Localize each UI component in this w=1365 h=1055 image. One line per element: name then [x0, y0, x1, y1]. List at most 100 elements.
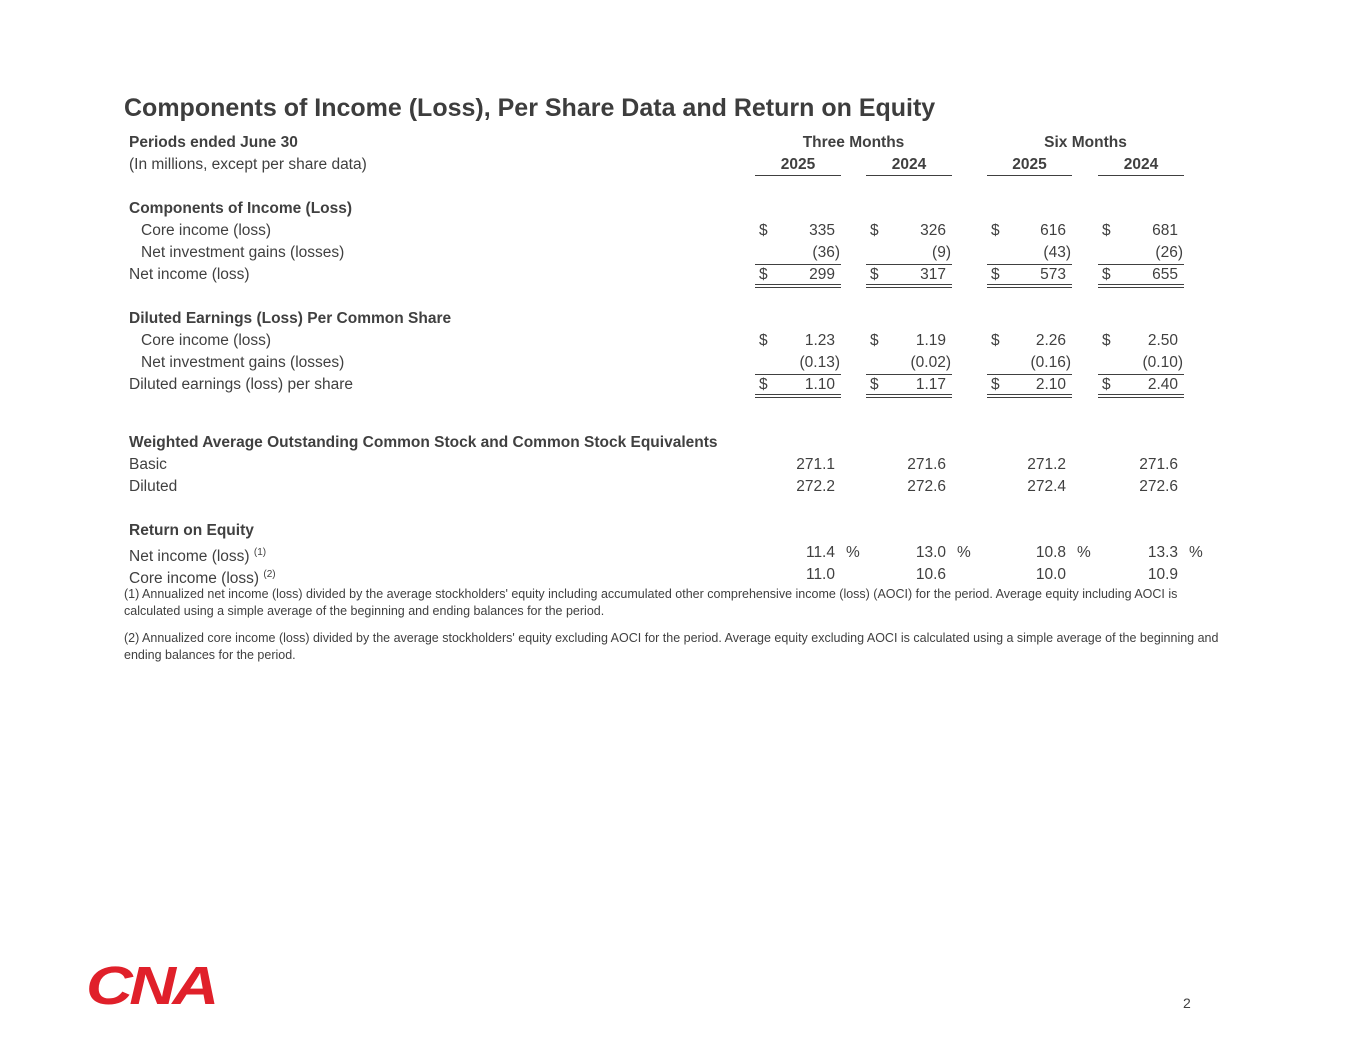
section-heading: Diluted Earnings (Loss) Per Common Share: [129, 310, 452, 327]
section: Diluted Earnings (Loss) Per Common Share…: [0, 308, 1365, 398]
rule: [987, 264, 1072, 265]
section-heading-row: Weighted Average Outstanding Common Stoc…: [0, 432, 1365, 454]
units-label: (In millions, except per share data): [129, 156, 367, 173]
row-label-text: Diluted earnings (loss) per share: [129, 376, 353, 393]
row: Core income (loss) (2) 11.0 10.6 10.0 10.9: [0, 564, 1365, 588]
row: Diluted earnings (loss) per share $1.10 $1…: [0, 374, 1365, 398]
double-rule: [987, 394, 1072, 398]
section: Weighted Average Outstanding Common Stoc…: [0, 432, 1365, 498]
cell: (26): [1155, 244, 1183, 261]
rule: [1098, 175, 1184, 176]
title: Components of Income (Loss), Per Share D…: [124, 94, 936, 122]
cell: 2.10: [1035, 376, 1066, 393]
cell: 299: [809, 266, 835, 283]
cell: (0.10): [1142, 354, 1184, 371]
row-label: Diluted: [129, 476, 177, 498]
double-rule: [1098, 394, 1184, 398]
currency: $: [991, 266, 1000, 283]
cell: 13.3: [1147, 544, 1178, 561]
cell: 271.1: [796, 456, 835, 473]
row: Diluted 272.2 272.6 272.4 272.6: [0, 476, 1365, 498]
currency: $: [759, 266, 768, 283]
currency: $: [1102, 266, 1111, 283]
year-label: 2024: [1123, 156, 1159, 173]
section-heading: Components of Income (Loss): [129, 200, 353, 217]
year-label: 2025: [780, 156, 816, 173]
group-label: Six Months: [1044, 134, 1127, 151]
row-label-text: Basic: [129, 456, 167, 473]
row-label-text: Net investment gains (losses): [141, 244, 345, 261]
row-label: Basic: [129, 454, 167, 476]
currency: $: [1102, 332, 1111, 349]
currency: $: [1102, 376, 1111, 393]
cell: 1.10: [804, 376, 835, 393]
row-label: Core income (loss): [141, 330, 271, 352]
cell: 271.6: [907, 456, 946, 473]
cell: 326: [920, 222, 946, 239]
cell: 10.6: [915, 566, 946, 583]
footnote-ref: (1): [253, 547, 267, 558]
rule: [987, 175, 1072, 176]
currency: $: [870, 376, 879, 393]
currency: $: [1102, 222, 1111, 239]
cell: (0.13): [799, 354, 841, 371]
row: Net investment gains (losses) (0.13) (0.02…: [0, 352, 1365, 374]
year-label: 2025: [1012, 156, 1047, 173]
page-number: 2: [1183, 995, 1191, 1011]
cell: 10.8: [1035, 544, 1066, 561]
cell: 10.9: [1147, 566, 1178, 583]
row-label-text: Core income (loss): [129, 570, 260, 588]
currency: $: [759, 332, 768, 349]
row-label-text: Core income (loss): [141, 332, 272, 349]
unit: %: [846, 544, 860, 561]
cell: (36): [812, 244, 840, 261]
currency: $: [991, 332, 1000, 349]
footnote-ref: (2): [263, 569, 276, 580]
currency: $: [870, 332, 879, 349]
row-label: Net investment gains (losses): [141, 352, 344, 374]
row: Core income (loss) $1.23 $1.19 $2.26 $2.50: [0, 330, 1365, 352]
cell: (43): [1043, 244, 1071, 261]
currency: $: [991, 222, 1000, 239]
row-label-text: Net investment gains (losses): [141, 354, 345, 371]
cell: 1.17: [915, 376, 946, 393]
cell: 317: [920, 266, 946, 283]
cell: 272.2: [796, 478, 835, 495]
section-heading-row: Components of Income (Loss): [0, 198, 1365, 220]
row: Net income (loss) $299 $317 $573 $655: [0, 264, 1365, 288]
double-rule: [866, 394, 952, 398]
cell: 11.4: [805, 544, 835, 561]
cell: 2.40: [1147, 376, 1178, 393]
section-heading-row: Return on Equity: [0, 520, 1365, 542]
rule: [866, 264, 952, 265]
row: Core income (loss) $335 $326 $616 $681: [0, 220, 1365, 242]
double-rule: [1098, 284, 1184, 288]
unit: %: [1189, 544, 1203, 561]
double-rule: [866, 284, 952, 288]
cell: 13.0: [915, 544, 946, 561]
cell: (0.16): [1030, 354, 1072, 371]
row-label: Net income (loss) (1): [129, 542, 266, 568]
section: Components of Income (Loss) Core income (…: [0, 198, 1365, 288]
currency: $: [870, 222, 879, 239]
double-rule: [987, 284, 1072, 288]
section: Return on Equity Net income (loss) (1) 11.…: [0, 520, 1365, 588]
cell: 681: [1152, 222, 1178, 239]
year-label: 2024: [891, 156, 927, 173]
cell: 1.23: [804, 332, 835, 349]
row: Net income (loss) (1) 11.4% 13.0% 10.8% 13.3…: [0, 542, 1365, 565]
section-heading-row: Diluted Earnings (Loss) Per Common Share: [0, 308, 1365, 330]
header-row: Periods ended June 30 Three Months Six Mon…: [0, 132, 1365, 154]
row-label-text: Net income (loss): [129, 266, 250, 283]
cell: 335: [809, 222, 835, 239]
table: Periods ended June 30 Three Months Six Mon…: [0, 132, 1365, 588]
row: Net investment gains (losses) (36) (9) (43)…: [0, 242, 1365, 264]
rule: [755, 175, 841, 176]
cell: 272.6: [1139, 478, 1178, 495]
currency: $: [991, 376, 1000, 393]
footnote: (1) Annualized net income (loss) divided…: [124, 587, 1178, 618]
section-heading: Weighted Average Outstanding Common Stoc…: [129, 434, 718, 451]
cell: 2.50: [1147, 332, 1178, 349]
cell: (0.02): [910, 354, 952, 371]
